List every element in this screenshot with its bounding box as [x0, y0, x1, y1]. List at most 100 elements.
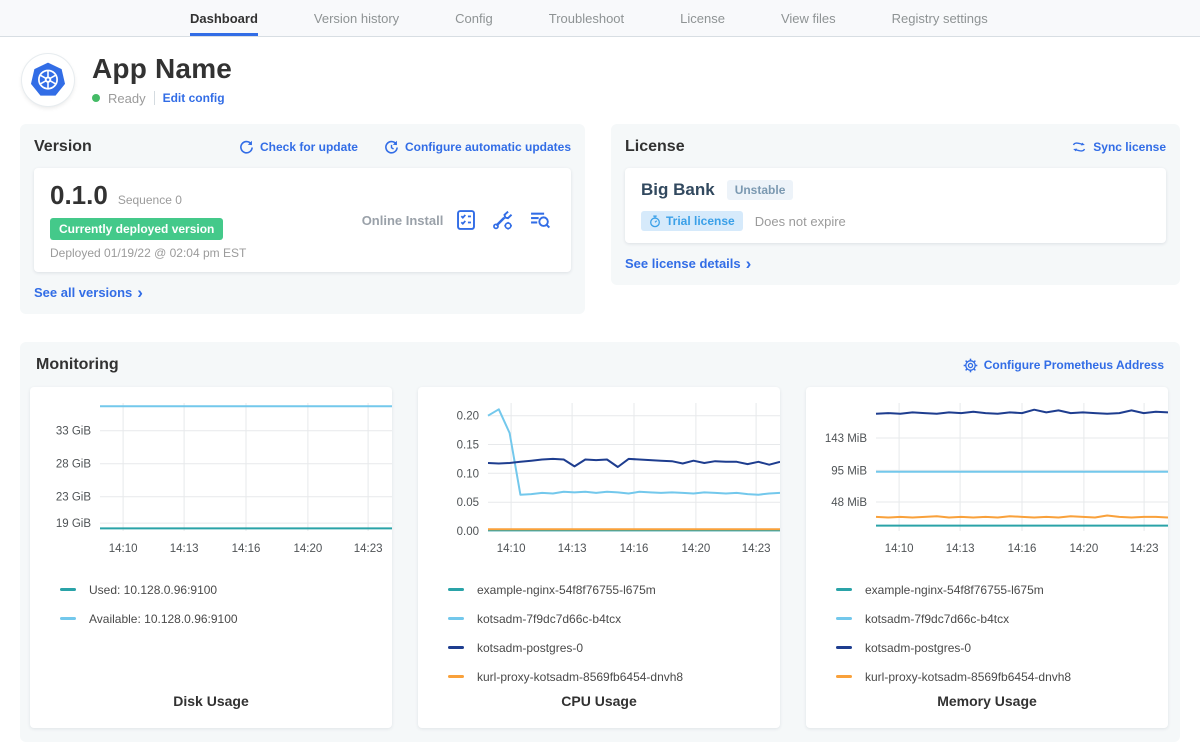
tab-registry-settings[interactable]: Registry settings — [891, 10, 988, 26]
svg-text:14:13: 14:13 — [170, 543, 199, 555]
legend-item: Used: 10.128.0.96:9100 — [60, 575, 392, 604]
tab-dashboard[interactable]: Dashboard — [190, 0, 258, 36]
svg-text:14:20: 14:20 — [682, 543, 711, 555]
legend-swatch — [60, 588, 76, 591]
svg-text:14:10: 14:10 — [497, 543, 526, 555]
tab-troubleshoot[interactable]: Troubleshoot — [548, 10, 625, 26]
svg-text:0.20: 0.20 — [457, 411, 479, 423]
svg-text:143 MiB: 143 MiB — [825, 433, 868, 445]
tab-version-history[interactable]: Version history — [313, 10, 400, 26]
deployed-timestamp: Deployed 01/19/22 @ 02:04 pm EST — [50, 246, 247, 260]
tab-config[interactable]: Config — [455, 10, 493, 26]
memory-usage-plot: 14:10 14:13 14:16 14:20 14:23 143 MiB 95 MiB 48… — [825, 403, 1168, 555]
tab-view-files[interactable]: View files — [780, 10, 836, 26]
gear-icon — [963, 358, 978, 372]
edit-config-button[interactable] — [492, 209, 514, 231]
memory-usage-title: Memory Usage — [937, 693, 1037, 709]
install-type-label: Online Install — [361, 212, 444, 228]
check-for-update-button[interactable]: Check for update — [239, 140, 358, 155]
channel-badge: Unstable — [726, 180, 794, 200]
configure-automatic-updates-button[interactable]: Configure automatic updates — [384, 140, 571, 155]
configure-prometheus-button[interactable]: Configure Prometheus Address — [963, 358, 1164, 373]
config-wrench-icon — [493, 210, 513, 230]
view-logs-icon — [531, 212, 551, 229]
ready-status-dot — [92, 94, 100, 102]
legend-label: kotsadm-7f9dc7d66c-b4tcx — [865, 611, 1010, 626]
edit-config-link[interactable]: Edit config — [162, 91, 225, 105]
svg-text:23 GiB: 23 GiB — [56, 492, 91, 504]
deployed-status-badge: Currently deployed version — [50, 218, 224, 240]
legend-swatch — [448, 588, 464, 591]
preflight-checks-button[interactable] — [455, 209, 477, 231]
see-license-details-link[interactable]: See license details — [625, 256, 741, 271]
svg-text:95 MiB: 95 MiB — [831, 465, 867, 477]
svg-text:28 GiB: 28 GiB — [56, 459, 91, 471]
legend-swatch — [836, 588, 852, 591]
memory-usage-chart-card: 14:10 14:13 14:16 14:20 14:23 143 MiB 95 MiB 48… — [806, 387, 1168, 728]
svg-text:0.10: 0.10 — [457, 468, 479, 480]
disk-usage-chart-card: 14:10 14:13 14:16 14:20 14:23 33 GiB 28 GiB 23 … — [30, 387, 392, 728]
svg-text:0.05: 0.05 — [457, 497, 479, 509]
cpu-usage-chart-card: 14:10 14:13 14:16 14:20 14:23 0.20 0.15 0.10 0.0… — [418, 387, 780, 728]
svg-text:14:20: 14:20 — [1070, 543, 1099, 555]
disk-usage-legend: Used: 10.128.0.96:9100 Available: 10.128.… — [30, 563, 392, 633]
trial-license-badge: Trial license — [641, 211, 743, 231]
memory-usage-legend: example-nginx-54f8f76755-l675m kotsadm-7f… — [806, 563, 1168, 691]
view-logs-button[interactable] — [529, 209, 551, 231]
legend-label: kotsadm-postgres-0 — [477, 640, 584, 655]
svg-text:14:23: 14:23 — [742, 543, 771, 555]
legend-item: kurl-proxy-kotsadm-8569fb6454-dnvh8 — [836, 662, 1168, 691]
app-logo — [22, 54, 74, 106]
legend-label: example-nginx-54f8f76755-l675m — [865, 582, 1044, 597]
page-title: App Name — [92, 52, 233, 84]
legend-swatch — [836, 617, 852, 620]
legend-swatch — [448, 617, 464, 620]
legend-swatch — [836, 675, 852, 678]
svg-text:14:20: 14:20 — [294, 543, 323, 555]
license-card: License Sync license Big Bank Unstable — [611, 124, 1180, 285]
version-sequence: Sequence 0 — [117, 193, 182, 207]
divider — [153, 91, 155, 105]
tab-license[interactable]: License — [680, 10, 725, 26]
current-version-panel: 0.1.0 Sequence 0 Currently deployed vers… — [34, 168, 571, 272]
license-card-title: License — [625, 138, 685, 155]
license-expiry: Does not expire — [754, 213, 846, 229]
legend-item: Available: 10.128.0.96:9100 — [60, 604, 392, 633]
version-card: Version Check for update Configure au — [20, 124, 585, 314]
legend-label: Available: 10.128.0.96:9100 — [89, 611, 238, 626]
chevron-right-icon: › — [745, 253, 752, 273]
legend-label: kurl-proxy-kotsadm-8569fb6454-dnvh8 — [477, 669, 684, 684]
chevron-right-icon: › — [137, 282, 143, 302]
legend-item: kotsadm-7f9dc7d66c-b4tcx — [836, 604, 1168, 633]
svg-text:14:13: 14:13 — [558, 543, 587, 555]
version-card-title: Version — [34, 138, 92, 155]
schedule-clock-icon — [385, 140, 398, 154]
legend-label: example-nginx-54f8f76755-l675m — [477, 582, 656, 597]
legend-item: kurl-proxy-kotsadm-8569fb6454-dnvh8 — [448, 662, 780, 691]
legend-item: kotsadm-7f9dc7d66c-b4tcx — [448, 604, 780, 633]
refresh-icon — [240, 140, 253, 154]
legend-label: kurl-proxy-kotsadm-8569fb6454-dnvh8 — [865, 669, 1072, 684]
sync-license-button[interactable]: Sync license — [1071, 140, 1166, 154]
legend-label: Used: 10.128.0.96:9100 — [89, 582, 218, 597]
version-number: 0.1.0 — [50, 180, 108, 210]
see-all-versions-link[interactable]: See all versions — [34, 285, 133, 300]
preflight-checklist-icon — [457, 210, 475, 230]
legend-item: kotsadm-postgres-0 — [448, 633, 780, 662]
legend-swatch — [60, 617, 76, 620]
svg-text:14:10: 14:10 — [109, 543, 138, 555]
svg-text:48 MiB: 48 MiB — [831, 497, 867, 509]
license-panel: Big Bank Unstable Trial license Does not… — [625, 168, 1166, 243]
svg-text:14:16: 14:16 — [232, 543, 261, 555]
monitoring-card: Monitoring Configure Prometheus Address … — [20, 342, 1180, 742]
sync-arrows-icon — [1073, 142, 1086, 152]
top-nav: Dashboard Version history Config Trouble… — [0, 0, 1200, 37]
app-header: App Name Ready Edit config — [0, 37, 1200, 116]
svg-text:14:16: 14:16 — [1008, 543, 1037, 555]
legend-item: kotsadm-postgres-0 — [836, 633, 1168, 662]
svg-text:14:16: 14:16 — [620, 543, 649, 555]
kubernetes-wheel-icon — [30, 62, 66, 96]
legend-label: kotsadm-7f9dc7d66c-b4tcx — [477, 611, 622, 626]
legend-swatch — [448, 646, 464, 649]
status-text: Ready — [108, 90, 146, 106]
